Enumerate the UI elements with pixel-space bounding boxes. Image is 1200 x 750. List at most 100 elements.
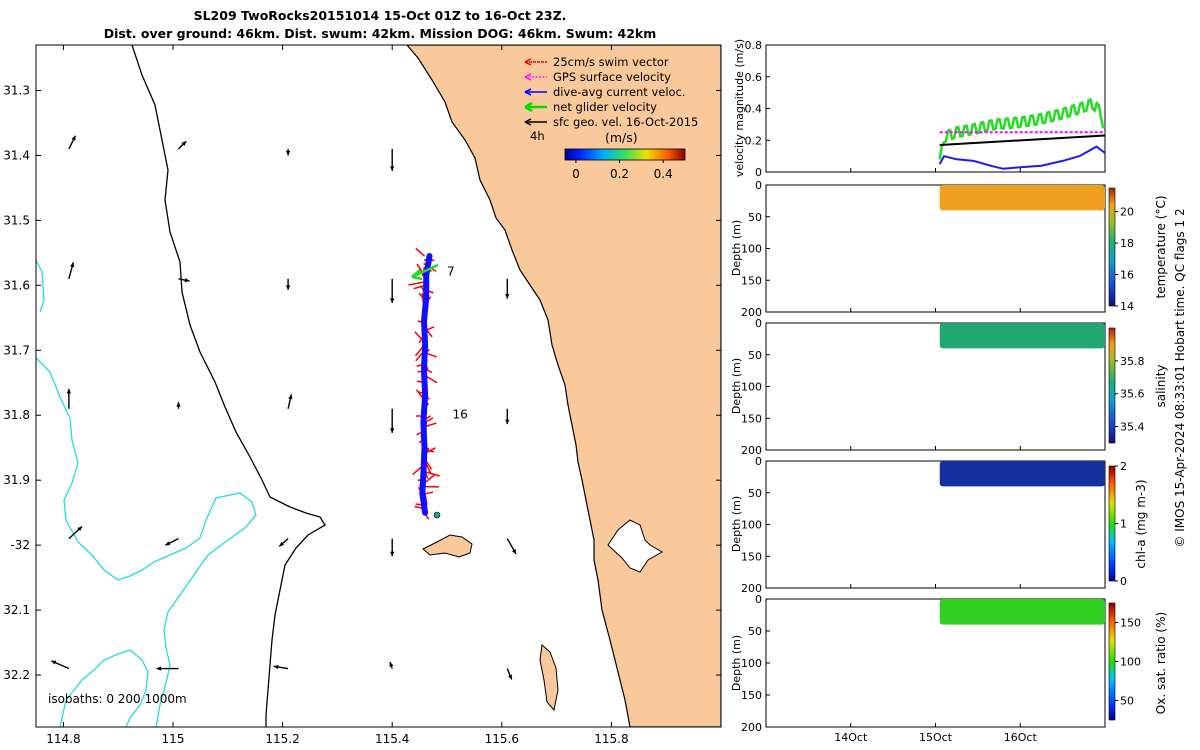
geo-velocity-arrow [164,538,179,546]
map-y-tick-label: 32.2 [3,668,30,682]
map-y-tick-label: 31.6 [3,278,30,292]
geo-velocity-arrow [278,538,289,547]
geo-velocity-arrow [506,668,513,680]
velocity-y-tick-label: 0.4 [745,103,763,116]
map-y-tick-label: 31.4 [3,148,30,162]
oxygen-y-ticks: 0 50 100 150 200 [741,593,770,734]
map-y-tick-label: 31.3 [3,83,30,97]
geo-velocity-arrow [506,538,517,555]
oxygen-panel: 0 50 100 150 200 Depth (m) 50 100 150 Ox. sat.… [730,593,1168,734]
isobath-label: isobaths: 0 200 1000m [48,692,187,706]
legend-swim-label: 25cm/s swim vector [553,55,669,69]
legend-swim-head [524,58,532,66]
section-colorbar-tick-label: 1 [1120,518,1127,531]
legend-net-label: net glider velocity [553,100,657,114]
legend-current-head [524,88,532,96]
section-colorbar-tick-label: 35.6 [1120,388,1145,401]
chlorophyll-data [939,461,1105,487]
rottnest-island [422,534,473,558]
legend-gps-label: GPS surface velocity [553,70,671,84]
map-legend: 25cm/s swim vector GPS surface velocity … [524,55,698,181]
velocity-y-tick-label: 0.8 [745,39,763,52]
geo-velocity-arrow [68,135,77,150]
section-colorbar-tick-label: 50 [1120,695,1134,708]
geo-velocity-arrow [390,538,395,557]
time-x-tick-label: 16Oct [1004,731,1038,744]
map-x-tick-label: 115.2 [265,732,299,746]
geo-velocity-arrow [176,402,181,409]
map-y-tick-label: 31.9 [3,473,30,487]
track-label-7: 7 [447,265,455,279]
salinity-axes-box [765,322,1106,451]
right-panels: 0 0.2 0.4 0.6 0.8 velocity magnitude (m/s) 0… [730,39,1187,744]
temperature-panel: 0 50 100 150 200 Depth (m) 14 16 18 20 temperat… [730,179,1168,319]
map-colorbar [564,148,686,161]
geo-velocity-arrow [178,278,190,283]
swim-vector [415,247,426,257]
section-y-tick-label: 100 [741,381,762,394]
section-colorbar-tick-label: 18 [1120,237,1134,250]
geo-velocity-arrow [287,394,293,409]
time-x-tick-label: 14Oct [834,731,868,744]
garden-island [539,644,559,712]
temperature-y-ticks: 0 50 100 150 200 [741,179,770,319]
velocity-series-line [939,134,1106,146]
time-x-tick-label: 15Oct [919,731,953,744]
geo-velocity-arrow [505,408,510,425]
geo-velocity-arrows [50,135,517,680]
section-y-tick-label: 0 [755,317,762,330]
section-colorbar-tick-label: 100 [1120,656,1141,669]
chlorophyll-colorbar-label: chl-a (mg m-3) [1134,479,1148,568]
oxygen-data [939,599,1105,625]
section-y-tick-label: 150 [741,274,762,287]
map-y-ticks: 31.3 31.4 31.5 31.6 31.7 31.8 31.9 -32 32.1 32.2 [3,83,721,682]
oxygen-colorbar [1108,602,1116,721]
section-y-tick-label: 200 [741,306,762,319]
chlorophyll-colorbar-ticks: 0 1 2 [1115,460,1127,588]
legend-net-head [524,101,533,113]
map-x-tick-label: 115 [162,732,185,746]
glider-track [419,253,433,516]
section-y-tick-label: 150 [741,689,762,702]
geo-velocity-arrow [390,408,395,433]
map-y-tick-label: -32 [10,538,30,552]
swim-vector [424,471,440,477]
salinity-ylabel: Depth (m) [730,358,743,414]
section-y-tick-label: 0 [755,455,762,468]
salinity-colorbar [1108,327,1116,444]
section-colorbar-tick-label: 150 [1120,617,1141,630]
section-y-tick-label: 200 [741,444,762,457]
section-y-tick-label: 50 [748,625,762,638]
title-line-2: Dist. over ground: 46km. Dist. swum: 42k… [104,26,657,41]
velocity-y-tick-label: 0 [755,166,762,179]
inlet [607,519,663,573]
geo-velocity-arrow [50,660,70,670]
map-colorbar-tick-label: 0.4 [654,167,673,181]
legend-geo-head [524,118,532,126]
geo-velocity-arrow [68,262,75,280]
credit-text: © IMOS 15-Apr-2024 08:33:01 Hobart time.… [1173,208,1187,547]
section-y-tick-label: 50 [748,211,762,224]
salinity-colorbar-label: salinity [1154,364,1168,407]
section-y-tick-label: 200 [741,721,762,734]
section-y-tick-label: 50 [748,349,762,362]
geo-velocity-arrow [389,661,394,669]
map-y-tick-label: 31.8 [3,408,30,422]
map-y-tick-label: 32.1 [3,603,30,617]
legend-gps-head [524,73,532,81]
salinity-data [939,323,1105,349]
swim-vector [424,474,435,484]
map-colorbar-ticks: 0 0.2 0.4 [572,160,673,181]
geo-velocity-arrow [66,388,72,409]
legend-time-label: 4h [530,129,545,143]
title-line-1: SL209 TwoRocks20151014 15-Oct 01Z to 16-… [194,8,567,23]
section-colorbar-tick-label: 14 [1120,300,1134,313]
net-glider-velocity-arrow [411,263,439,281]
velocity-panel: 0 0.2 0.4 0.6 0.8 velocity magnitude (m/s) [733,39,1106,179]
oxygen-ylabel: Depth (m) [730,635,743,691]
geo-velocity-arrow [177,140,187,150]
temperature-colorbar-label: temperature (°C) [1154,196,1168,299]
velocity-y-tick-label: 0.2 [745,134,763,147]
salinity-panel: 0 50 100 150 200 Depth (m) 35.4 35.6 35.8 sali… [730,317,1168,457]
section-colorbar-tick-label: 20 [1120,206,1134,219]
